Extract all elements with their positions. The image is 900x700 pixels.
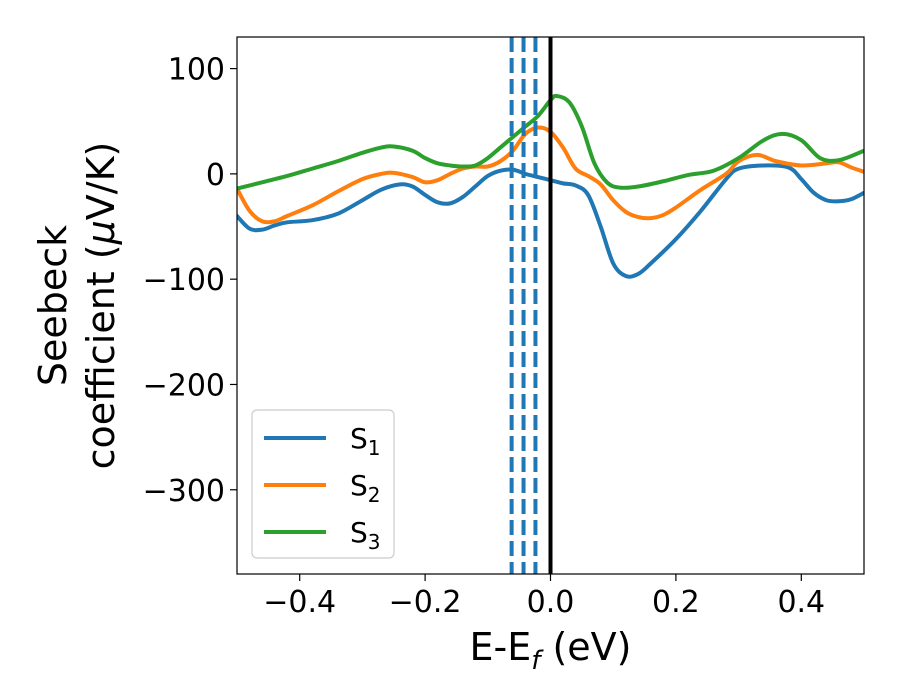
legend-label-s2: S2	[350, 469, 381, 507]
x-axis-label: E-Ef (eV)	[470, 625, 632, 676]
axes: −0.4 −0.2 0.0 0.2 0.4 100 0 −100 −200 −300	[143, 53, 826, 620]
series-line-s2	[237, 125, 864, 225]
y-tick-label: −300	[143, 474, 225, 509]
y-tick-label: 100	[168, 53, 225, 88]
legend: S1 S2 S3	[251, 409, 395, 559]
x-tick-label: 0.0	[527, 585, 575, 620]
y-axis-label-line2: coefficient (μV/K)	[79, 142, 123, 470]
x-tick-label: 0.4	[777, 585, 825, 620]
x-tick-label: −0.4	[263, 585, 336, 620]
x-tick-label: −0.2	[389, 585, 462, 620]
legend-label-s1: S1	[350, 422, 381, 460]
y-tick-label: 0	[206, 158, 225, 193]
y-tick-label: −200	[143, 368, 225, 403]
series-line-s1	[237, 163, 864, 279]
series-line-s3	[237, 93, 864, 191]
x-tick-label: 0.2	[652, 585, 700, 620]
legend-label-s3: S3	[350, 516, 381, 554]
y-tick-label: −100	[143, 263, 225, 298]
plot-area	[237, 37, 864, 574]
y-axis-label: Seebeck coefficient (μV/K)	[31, 142, 123, 470]
y-axis-label-line1: Seebeck	[31, 225, 75, 386]
